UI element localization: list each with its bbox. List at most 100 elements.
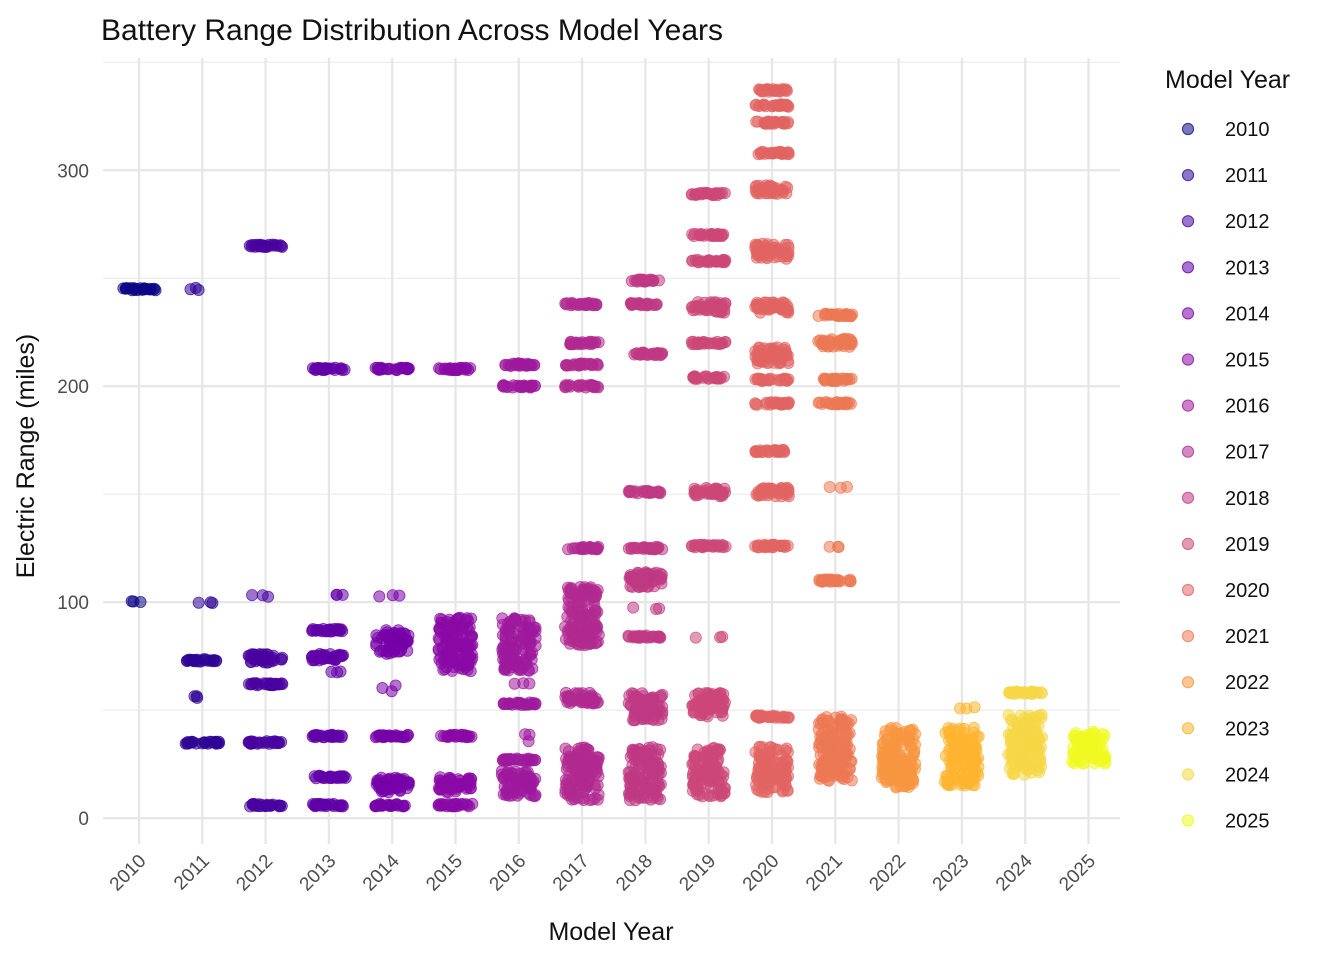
data-point xyxy=(1076,731,1089,744)
data-point xyxy=(370,629,383,642)
y-tick-label: 200 xyxy=(57,377,89,398)
data-point xyxy=(1066,755,1079,768)
data-point xyxy=(1091,742,1104,755)
data-point xyxy=(819,761,832,774)
data-point xyxy=(372,363,385,376)
data-point xyxy=(330,588,343,601)
data-point xyxy=(906,774,919,787)
data-point xyxy=(448,364,461,377)
data-point xyxy=(562,690,575,703)
legend-swatch xyxy=(1181,814,1195,827)
data-point xyxy=(822,715,835,728)
data-point xyxy=(386,642,399,655)
data-point xyxy=(632,763,645,776)
legend-label: 2022 xyxy=(1225,672,1270,694)
data-point xyxy=(504,784,517,797)
data-point xyxy=(691,743,704,756)
legend-title: Model Year xyxy=(1165,66,1290,94)
data-point xyxy=(523,638,536,651)
data-point xyxy=(652,699,665,712)
data-point xyxy=(706,689,719,702)
y-tick-label: 300 xyxy=(57,161,89,182)
data-points xyxy=(117,83,1112,813)
legend-label: 2010 xyxy=(1225,119,1270,141)
data-point xyxy=(717,699,730,712)
data-point xyxy=(751,373,764,386)
data-point xyxy=(642,484,655,497)
data-point xyxy=(654,486,667,499)
data-point xyxy=(529,621,542,634)
data-point xyxy=(572,742,585,755)
data-point xyxy=(560,633,573,646)
data-point xyxy=(389,363,402,376)
data-point xyxy=(716,254,729,267)
data-point xyxy=(764,746,777,759)
data-point xyxy=(753,784,766,797)
data-point xyxy=(463,775,476,788)
data-point xyxy=(632,298,645,311)
data-point xyxy=(881,748,894,761)
data-point xyxy=(274,239,287,252)
data-point xyxy=(968,701,981,714)
data-point xyxy=(651,631,664,644)
data-point xyxy=(633,743,646,756)
legend-swatch xyxy=(1181,399,1195,412)
data-point xyxy=(824,397,837,410)
data-point xyxy=(698,337,711,350)
data-point xyxy=(125,595,138,608)
data-point xyxy=(833,337,846,350)
data-point xyxy=(512,697,525,710)
data-point xyxy=(653,602,666,615)
legend-label: 2018 xyxy=(1225,488,1270,510)
data-point xyxy=(760,83,773,96)
data-point xyxy=(589,336,602,349)
data-point xyxy=(839,396,852,409)
data-point xyxy=(777,343,790,356)
data-point xyxy=(1035,760,1048,773)
data-point xyxy=(751,357,764,370)
data-point xyxy=(693,187,706,200)
legend-label: 2016 xyxy=(1225,396,1270,418)
data-point xyxy=(370,799,383,812)
data-point xyxy=(522,754,535,767)
data-point xyxy=(754,146,767,159)
data-point xyxy=(252,736,265,749)
data-point xyxy=(640,568,653,581)
data-point xyxy=(844,575,857,588)
x-axis-title: Model Year xyxy=(548,918,673,946)
data-point xyxy=(189,281,202,294)
legend-label: 2013 xyxy=(1225,257,1270,279)
data-point xyxy=(765,348,778,361)
data-point xyxy=(768,397,781,410)
data-point xyxy=(1099,751,1112,764)
data-point xyxy=(185,736,198,749)
legend-swatch xyxy=(1181,768,1195,781)
y-tick-label: 100 xyxy=(57,593,89,614)
data-point xyxy=(637,275,650,288)
data-point xyxy=(1035,741,1048,754)
data-point xyxy=(331,649,344,662)
data-point xyxy=(688,371,701,384)
data-point xyxy=(629,690,642,703)
data-point xyxy=(777,784,790,797)
data-point xyxy=(144,282,157,295)
data-point xyxy=(780,753,793,766)
data-point xyxy=(777,297,790,310)
data-point xyxy=(902,734,915,747)
data-point xyxy=(316,653,329,666)
data-point xyxy=(444,773,457,786)
legend-label: 2014 xyxy=(1225,303,1270,325)
data-point xyxy=(817,748,830,761)
data-point xyxy=(438,362,451,375)
data-point xyxy=(514,779,527,792)
data-point xyxy=(685,539,698,552)
data-point xyxy=(701,710,714,723)
data-point xyxy=(439,663,452,676)
data-point xyxy=(752,764,765,777)
data-point xyxy=(324,770,337,783)
data-point xyxy=(209,736,222,749)
data-point xyxy=(646,753,659,766)
data-point xyxy=(517,677,530,690)
